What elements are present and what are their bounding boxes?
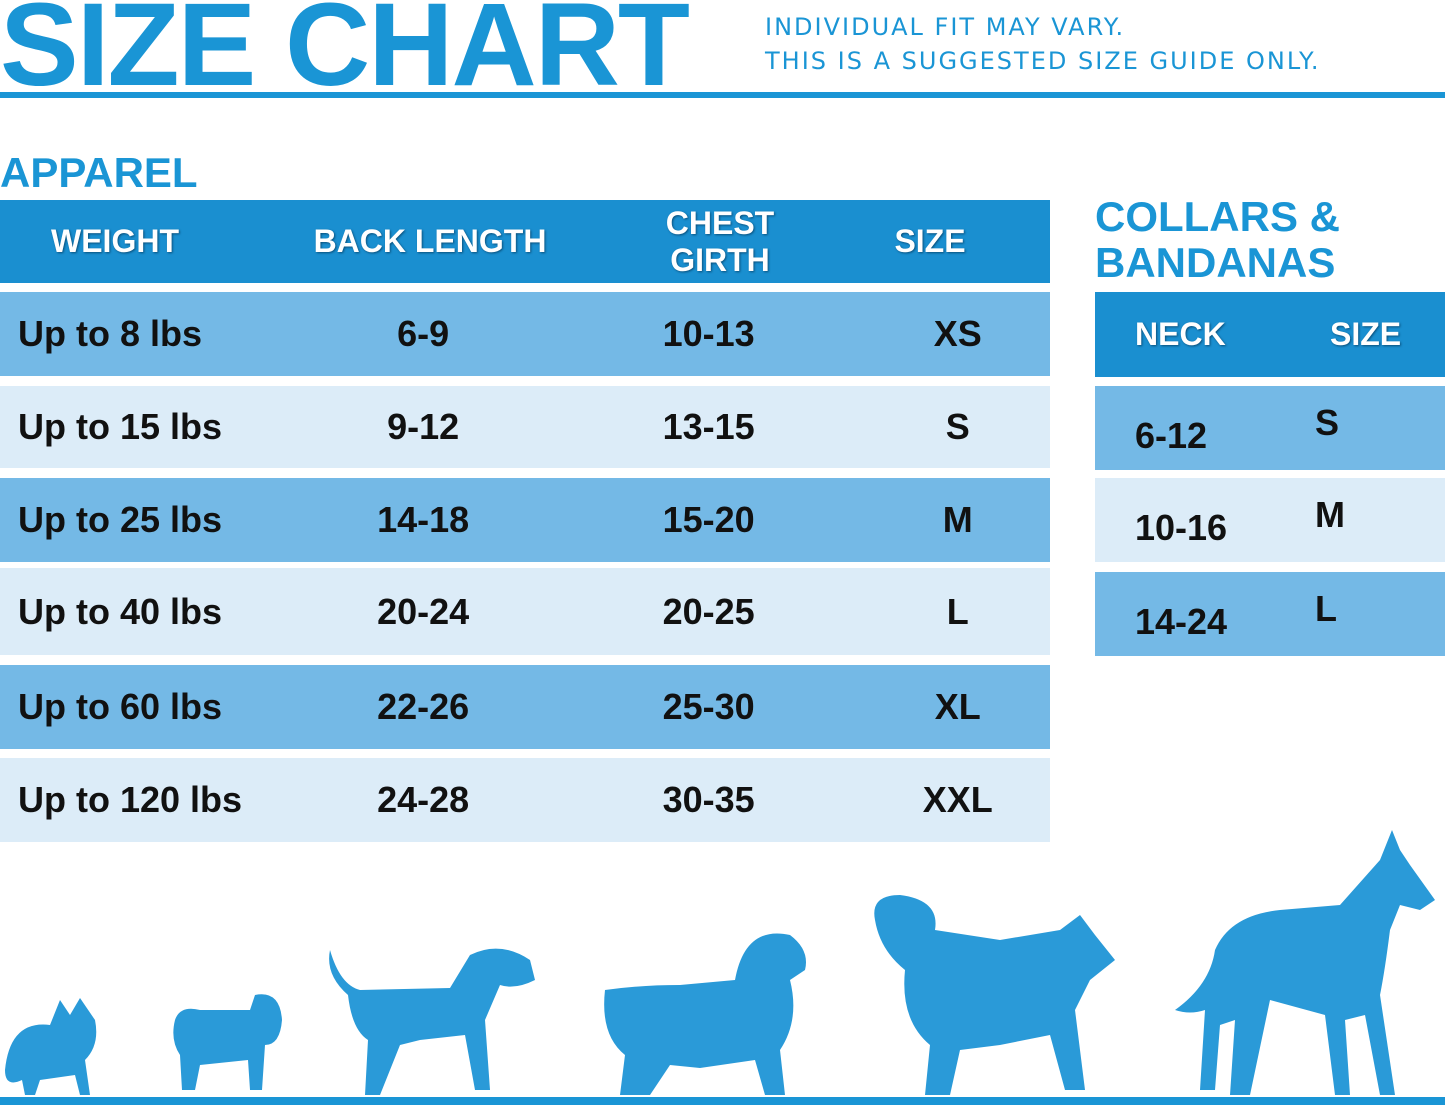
column-header: SIZE bbox=[1330, 316, 1402, 352]
table-cell: 15-20 bbox=[662, 499, 755, 540]
table-cell: 24-28 bbox=[377, 779, 470, 820]
collars-title-line: COLLARS & bbox=[1095, 193, 1340, 240]
dog-silhouette-husky-icon bbox=[874, 895, 1115, 1095]
table-row: Up to 40 lbs 20-24 20-25 L bbox=[0, 568, 1050, 655]
table-cell: Up to 40 lbs bbox=[18, 590, 223, 632]
page-title: SIZE CHART bbox=[0, 0, 690, 111]
table-header: WEIGHT BACK LENGTH CHEST GIRTH SIZE bbox=[0, 200, 1050, 283]
disclaimer-line: INDIVIDUAL FIT MAY VARY. bbox=[765, 13, 1126, 41]
column-header: BACK LENGTH bbox=[313, 223, 547, 259]
collars-title-line: BANDANAS bbox=[1095, 239, 1336, 286]
dog-silhouette-beagle-icon bbox=[329, 948, 535, 1095]
table-cell: 20-24 bbox=[377, 590, 470, 632]
table-cell: 14-24 bbox=[1135, 601, 1228, 642]
dog-silhouette-great-dane-icon bbox=[1175, 830, 1435, 1095]
collars-title: COLLARS & BANDANAS bbox=[1095, 194, 1340, 286]
column-header: SIZE bbox=[894, 223, 966, 259]
table-cell: L bbox=[946, 590, 969, 632]
table-row: Up to 120 lbs 24-28 30-35 XXL bbox=[0, 758, 1050, 842]
table-row: Up to 15 lbs 9-12 13-15 S bbox=[0, 386, 1050, 468]
divider bbox=[0, 92, 1445, 98]
table-header: NECK SIZE bbox=[1095, 292, 1445, 377]
table-cell: 6-12 bbox=[1135, 415, 1208, 456]
apparel-title: APPAREL bbox=[0, 149, 198, 196]
table-row: Up to 60 lbs 22-26 25-30 XL bbox=[0, 665, 1050, 749]
table-row: 10-16 M bbox=[1095, 478, 1445, 562]
table-cell: 22-26 bbox=[377, 686, 470, 727]
base-line bbox=[0, 1097, 1445, 1105]
table-cell: 13-15 bbox=[662, 406, 755, 447]
table-cell: S bbox=[1315, 402, 1340, 443]
disclaimer-line: THIS IS A SUGGESTED SIZE GUIDE ONLY. bbox=[765, 47, 1321, 75]
column-header: NECK bbox=[1135, 316, 1226, 352]
table-cell: 6-9 bbox=[397, 313, 450, 354]
table-row: Up to 25 lbs 14-18 15-20 M bbox=[0, 478, 1050, 562]
table-cell: Up to 60 lbs bbox=[18, 686, 223, 727]
table-cell: 14-18 bbox=[377, 499, 470, 540]
table-row: 14-24 L bbox=[1095, 572, 1445, 656]
table-row: 6-12 S bbox=[1095, 386, 1445, 470]
table-cell: Up to 15 lbs bbox=[18, 406, 223, 447]
dog-silhouette-chihuahua-icon bbox=[5, 998, 97, 1095]
table-cell: Up to 25 lbs bbox=[18, 499, 223, 540]
table-cell: M bbox=[942, 499, 973, 540]
table-cell: 10-16 bbox=[1135, 507, 1228, 548]
table-cell: 20-25 bbox=[662, 590, 755, 632]
dog-silhouette-pug-icon bbox=[173, 994, 282, 1090]
table-cell: Up to 8 lbs bbox=[18, 313, 203, 354]
table-cell: Up to 120 lbs bbox=[18, 779, 243, 820]
table-cell: 10-13 bbox=[662, 313, 755, 354]
dog-silhouette-spaniel-icon bbox=[604, 933, 806, 1095]
column-header: CHEST GIRTH bbox=[665, 204, 775, 278]
table-cell: XS bbox=[933, 313, 982, 354]
table-cell: XXL bbox=[922, 779, 993, 820]
column-header: WEIGHT bbox=[51, 223, 179, 259]
table-cell: 25-30 bbox=[662, 686, 755, 727]
disclaimer: INDIVIDUAL FIT MAY VARY. THIS IS A SUGGE… bbox=[765, 10, 1320, 78]
table-row: Up to 8 lbs 6-9 10-13 XS bbox=[0, 292, 1050, 376]
dogs-illustration bbox=[5, 830, 1435, 1095]
table-cell: XL bbox=[934, 686, 981, 727]
table-cell: 9-12 bbox=[387, 406, 460, 447]
table-cell: 30-35 bbox=[662, 779, 755, 820]
table-cell: M bbox=[1315, 494, 1345, 535]
table-cell: S bbox=[945, 406, 970, 447]
table-cell: L bbox=[1315, 588, 1337, 629]
